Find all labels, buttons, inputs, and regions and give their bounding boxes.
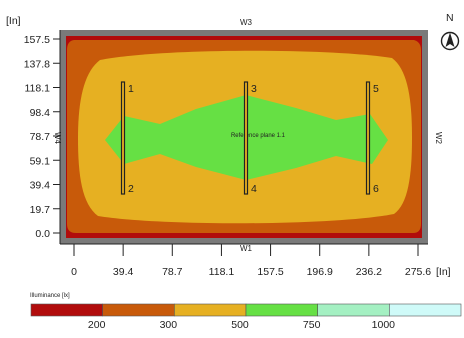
luminaire-bar: [120, 81, 126, 195]
luminaire-top-label: 5: [373, 83, 379, 95]
luminaire-bottom-label: 4: [251, 183, 257, 195]
y-tick-label: 137.8: [24, 58, 50, 70]
legend-threshold-label: 750: [303, 319, 321, 331]
legend-threshold-label: 500: [231, 319, 249, 331]
x-tick-label: 78.7: [162, 266, 183, 278]
x-axis: 0 39.4 78.7 118.1 157.5 196.9 236.2 275.6: [60, 243, 431, 278]
y-unit-label: [In]: [6, 15, 21, 27]
luminaire-bottom-label: 6: [373, 183, 379, 195]
y-tick-label: 59.1: [30, 155, 51, 167]
wall-label-right: W2: [434, 132, 443, 145]
luminaire-bottom-label: 2: [128, 183, 134, 195]
legend-swatch: [30, 303, 103, 317]
luminaire-bar: [243, 81, 249, 195]
x-tick-label: 196.9: [307, 266, 333, 278]
y-tick-label: 157.5: [24, 34, 50, 46]
x-tick-label: 0: [71, 266, 77, 278]
legend-threshold-label: 1000: [372, 319, 396, 331]
legend-swatch: [174, 303, 247, 317]
y-tick-label: 19.7: [30, 204, 51, 216]
luminaire-2[interactable]: 3 4: [243, 81, 258, 195]
x-tick-label: 236.2: [356, 266, 382, 278]
legend-title: Illuminance [lx]: [30, 293, 70, 299]
compass-north-icon: N: [440, 12, 460, 51]
wall-label-top: W3: [240, 18, 253, 27]
x-tick-label: 118.1: [209, 266, 235, 278]
wall-label-bottom: W1: [240, 244, 253, 253]
illuminance-legend: Illuminance [lx] 200 300 500 750 1000: [30, 293, 462, 331]
x-tick-label: 275.6: [405, 266, 431, 278]
luminaire-group: 1 2 3 4 5 6: [120, 81, 380, 195]
legend-threshold-label: 300: [160, 319, 178, 331]
y-tick-label: 118.1: [25, 83, 51, 95]
y-tick-label: 39.4: [30, 180, 51, 192]
luminaire-3[interactable]: 5 6: [365, 81, 380, 195]
y-tick-label: 98.4: [30, 107, 51, 119]
legend-threshold-label: 200: [88, 319, 106, 331]
x-unit-label: [In]: [436, 266, 451, 278]
luminaire-top-label: 3: [251, 83, 257, 95]
y-tick-label: 78.7: [30, 131, 51, 143]
legend-swatch: [102, 303, 175, 317]
luminaire-bar: [365, 81, 371, 195]
legend-swatch: [245, 303, 318, 317]
y-tick-label: 0.0: [35, 228, 50, 240]
y-axis: 157.5 137.8 118.1 98.4 78.7 59.1 39.4 19.7 0.0: [24, 30, 61, 244]
luminaire-1[interactable]: 1 2: [120, 81, 135, 195]
reference-plane-label: Reference plane 1.1: [231, 133, 286, 139]
x-tick-label: 157.5: [257, 266, 283, 278]
wall-label-left: W4: [53, 132, 62, 145]
legend-swatch: [317, 303, 390, 317]
legend-swatch: [389, 303, 462, 317]
luminaire-top-label: 1: [128, 83, 134, 95]
x-tick-label: 39.4: [113, 266, 134, 278]
compass-label: N: [446, 12, 454, 24]
